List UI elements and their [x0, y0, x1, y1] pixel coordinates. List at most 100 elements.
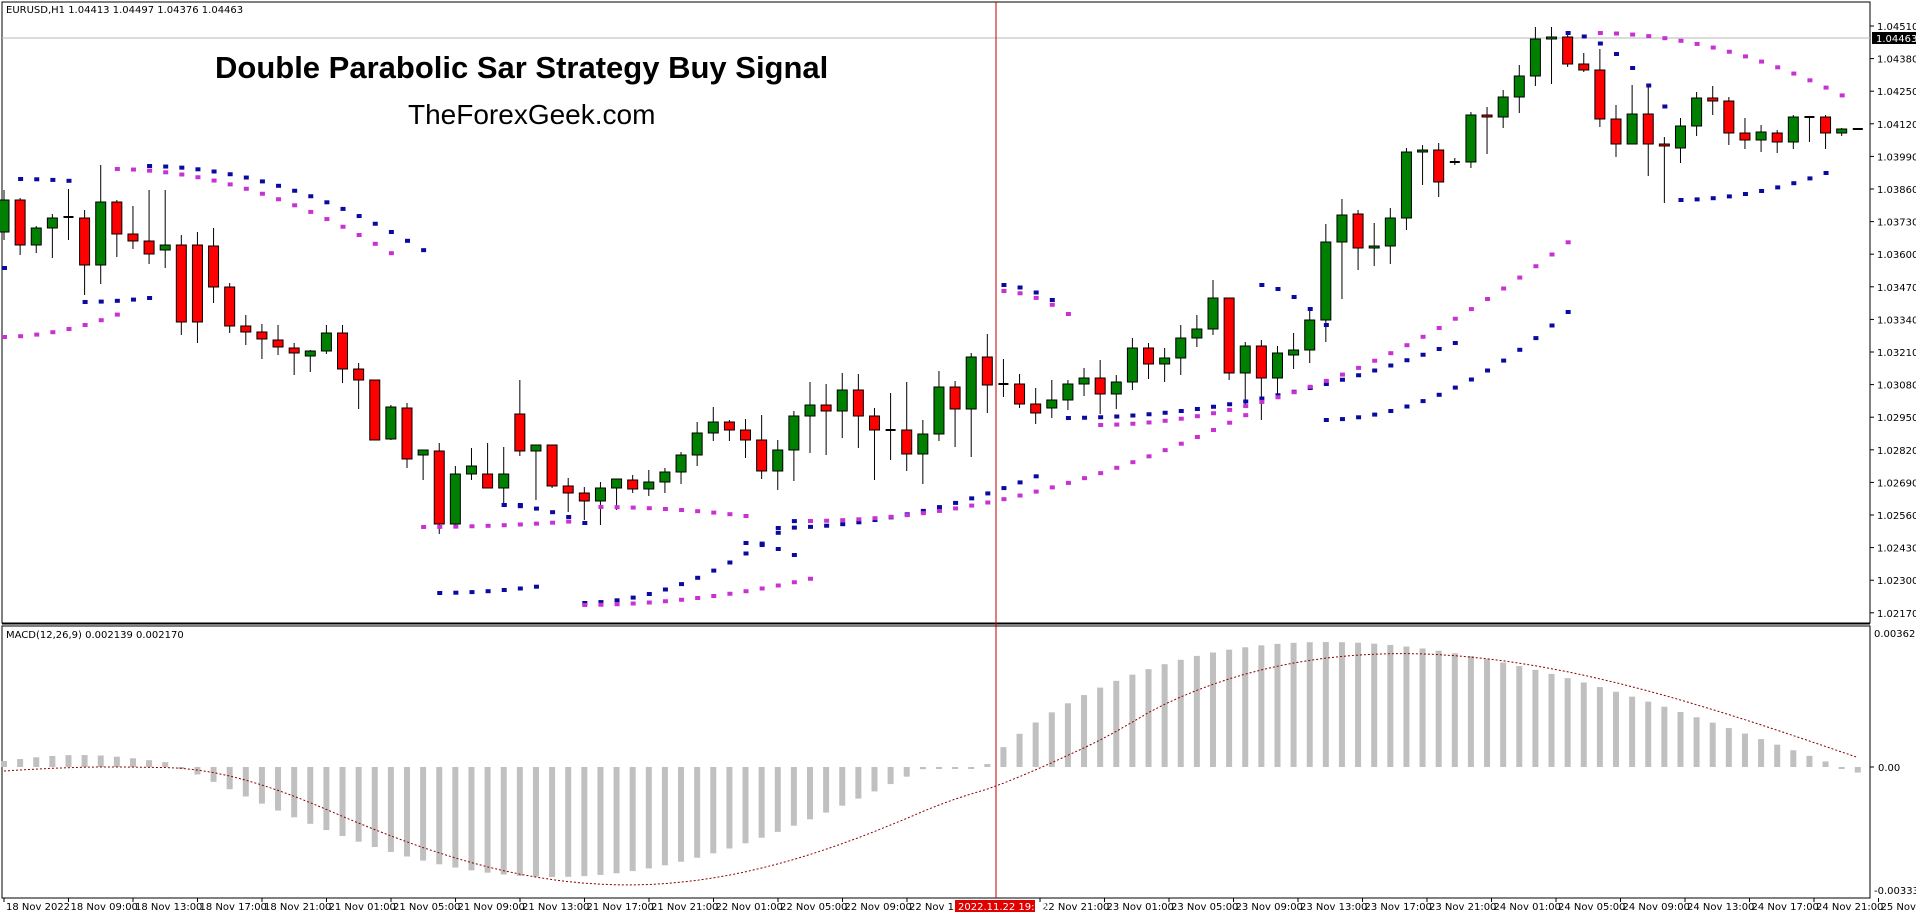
sar-dot — [824, 518, 830, 523]
sar-dot — [1114, 414, 1120, 419]
macd-histogram-bar — [1548, 673, 1555, 767]
sar-dot — [1726, 49, 1732, 54]
price-tick-label: 1.03600 — [1877, 250, 1916, 261]
macd-histogram-bar — [1709, 722, 1716, 767]
macd-histogram-bar — [371, 767, 378, 847]
sar-dot — [824, 523, 830, 528]
sar-dot — [1323, 418, 1329, 422]
macd-histogram-bar — [1580, 682, 1587, 767]
candle — [949, 381, 961, 447]
sar-dot — [18, 334, 24, 339]
time-tick-label: 22 Nov 13:00 — [909, 902, 976, 913]
sar-dot — [1017, 285, 1023, 290]
candle — [79, 210, 91, 295]
price-tick-label: 1.03990 — [1877, 152, 1916, 163]
candle — [530, 444, 542, 500]
sar-dot — [775, 526, 781, 530]
sar-dot — [147, 164, 153, 168]
time-tick-label: 23 Nov 05:00 — [1171, 902, 1238, 913]
macd-histogram-bar — [1, 761, 7, 767]
sar-dot — [147, 296, 153, 300]
macd-histogram-bar — [661, 767, 668, 866]
sar-dot — [147, 168, 153, 173]
sar-dot — [1372, 368, 1378, 373]
macd-histogram-bar — [1790, 750, 1797, 767]
macd-histogram-bar — [17, 759, 24, 767]
macd-histogram-bar — [162, 762, 169, 767]
sar-dot — [1742, 192, 1748, 196]
macd-histogram-bar — [984, 764, 991, 767]
candle — [401, 403, 413, 468]
macd-histogram-bar — [1177, 659, 1184, 767]
sar-dot — [1339, 372, 1345, 377]
sar-dot — [1033, 489, 1039, 494]
macd-histogram-bar — [1129, 674, 1136, 767]
macd-histogram-bar — [1016, 733, 1023, 767]
sar-dot — [727, 512, 733, 517]
sar-dot — [308, 209, 314, 214]
candle — [191, 232, 203, 343]
candle — [320, 325, 332, 354]
sar-dot — [1501, 358, 1507, 363]
time-tick-label: 21 Nov 05:00 — [393, 902, 460, 913]
sar-dot — [1404, 404, 1410, 409]
macd-histogram-bar — [629, 767, 636, 872]
sar-dot — [1436, 347, 1442, 351]
sar-dot — [1485, 297, 1491, 301]
candle — [820, 384, 832, 455]
macd-histogram-bar — [678, 767, 685, 862]
sar-dot — [1146, 412, 1152, 417]
sar-dot — [808, 519, 813, 523]
macd-axis[interactable]: 0.003621 0.00 -0.003336 — [1870, 629, 1916, 897]
sar-dot — [727, 591, 733, 596]
sar-dot — [1178, 416, 1184, 421]
candle — [224, 283, 236, 333]
candle — [127, 206, 139, 249]
candle — [578, 487, 590, 520]
macd-histogram-bar — [1387, 644, 1394, 767]
candle — [417, 449, 429, 480]
sar-dot — [1646, 34, 1652, 39]
macd-axis-bottom: -0.003336 — [1874, 886, 1916, 897]
sar-dot — [1533, 336, 1539, 341]
macd-histogram-bar — [468, 767, 475, 871]
time-tick-label: 24 Nov 13:00 — [1687, 902, 1754, 913]
macd-histogram-bar — [1322, 642, 1329, 767]
sar-dot — [34, 177, 40, 182]
sar-dot — [356, 214, 362, 219]
sar-dot — [969, 496, 975, 501]
macd-histogram-bar — [339, 767, 346, 837]
macd-histogram-bar — [1338, 642, 1345, 767]
candle — [885, 393, 896, 460]
candle — [723, 420, 735, 441]
sar-dot — [1243, 404, 1249, 409]
time-tick-label: 18 Nov 2022 — [6, 902, 70, 913]
sar-dot — [1049, 302, 1055, 307]
sar-dot — [1356, 415, 1362, 420]
sar-dot — [372, 221, 378, 226]
candle — [1030, 388, 1042, 424]
candle — [917, 420, 929, 484]
sar-dot — [292, 188, 298, 193]
sar-dot — [292, 203, 298, 208]
time-tick-label: 22 Nov 01:00 — [716, 902, 783, 913]
sar-dot — [453, 590, 459, 595]
macd-histogram-bar — [275, 767, 282, 811]
sar-dot — [985, 491, 991, 496]
candle — [901, 382, 913, 471]
price-tick-label: 1.04510 — [1877, 22, 1916, 33]
sar-dot — [727, 560, 733, 565]
candle — [1465, 112, 1477, 168]
sar-dot — [18, 177, 24, 181]
sar-dot — [243, 186, 249, 191]
candle — [95, 165, 107, 284]
sar-dot — [1162, 410, 1168, 415]
macd-histogram-bar — [855, 767, 862, 799]
macd-histogram-bar — [1613, 691, 1619, 767]
sar-dot — [98, 299, 104, 304]
sar-dot — [437, 591, 443, 595]
price-axis[interactable]: 1.04510 1.04380 1.04250 1.04120 1.03990 1.038… — [1870, 22, 1916, 620]
macd-histogram-bar — [1500, 662, 1507, 767]
